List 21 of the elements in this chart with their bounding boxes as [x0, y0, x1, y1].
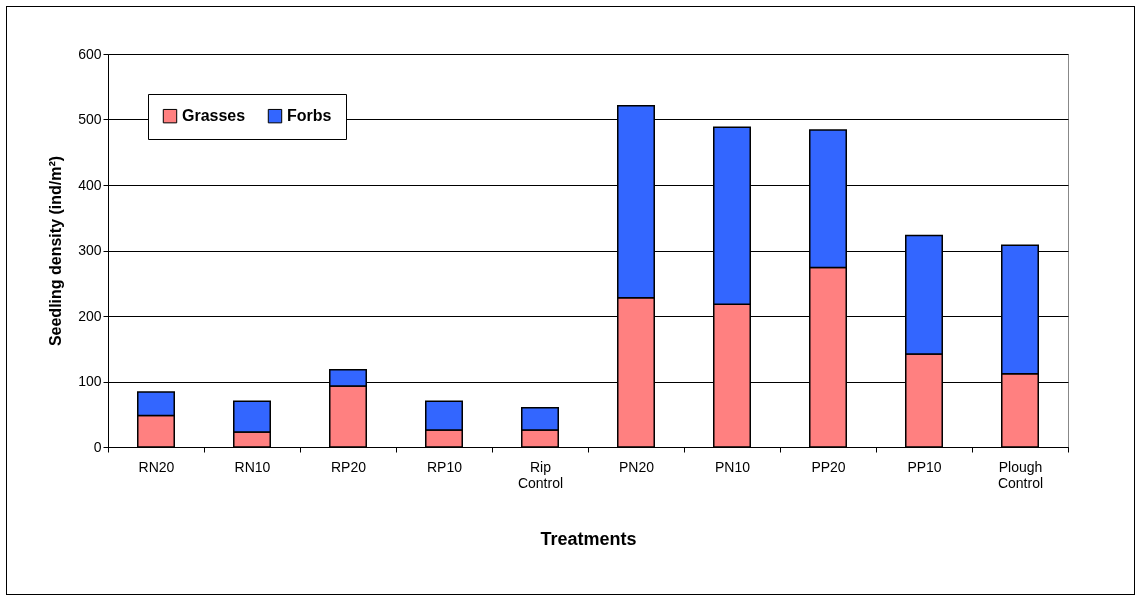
y-tick-label: 300 — [78, 242, 102, 258]
y-tick-label: 500 — [78, 111, 102, 127]
x-tick-label: RP10 — [426, 458, 463, 475]
x-tick-label: Rip Control — [517, 458, 564, 491]
y-tick-label: 100 — [78, 373, 102, 389]
x-tick-label: PN20 — [618, 458, 655, 475]
x-tick-label: PN10 — [714, 458, 751, 475]
x-tick-label: RN10 — [234, 458, 271, 475]
y-tick-label: 0 — [93, 438, 102, 455]
x-tick-label: RN20 — [138, 458, 175, 475]
legend-label: Grasses — [182, 107, 246, 125]
y-axis-title: Seedling density (ind/m²) — [47, 155, 65, 347]
y-tick-label: 400 — [78, 176, 102, 193]
y-tick-label: 200 — [78, 307, 102, 324]
x-tick-label: RP20 — [330, 458, 367, 475]
y-tick-label: 600 — [78, 45, 102, 62]
x-axis-title: Treatments — [540, 528, 637, 549]
x-tick-label: PP20 — [811, 458, 846, 475]
x-tick-label: PP10 — [907, 458, 942, 475]
legend-label: Forbs — [287, 107, 332, 125]
x-tick-label: Plough Control — [997, 458, 1044, 491]
